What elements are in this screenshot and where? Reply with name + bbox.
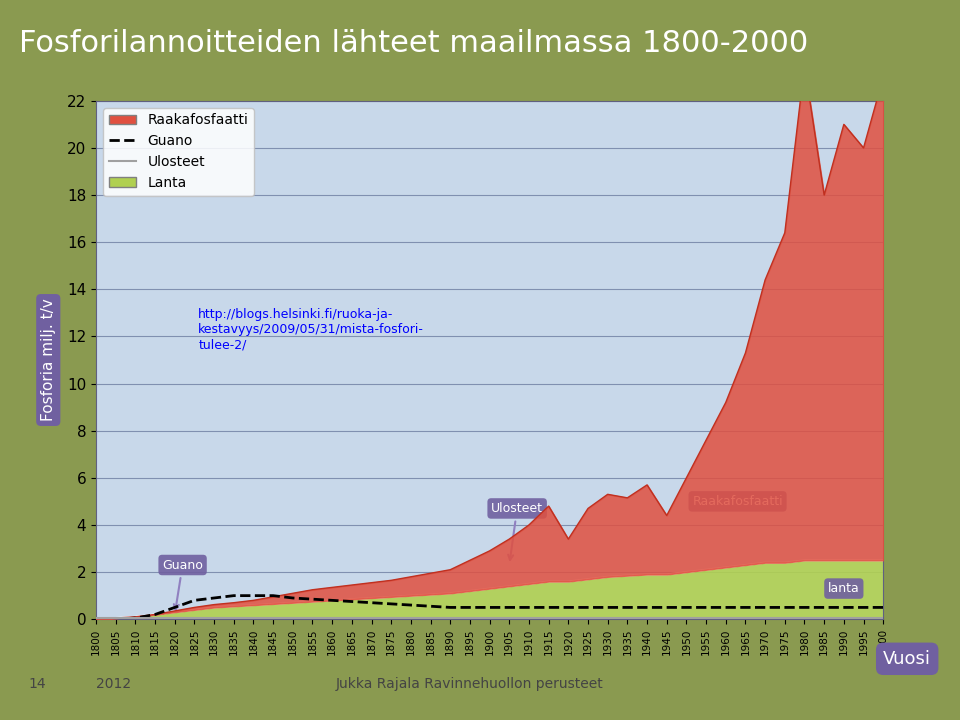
Text: 14: 14 xyxy=(29,677,46,691)
Legend: Raakafosfaatti, Guano, Ulosteet, Lanta: Raakafosfaatti, Guano, Ulosteet, Lanta xyxy=(103,108,253,196)
Text: 2012: 2012 xyxy=(96,677,132,691)
Text: Jukka Rajala Ravinnehuollon perusteet: Jukka Rajala Ravinnehuollon perusteet xyxy=(336,677,604,691)
Text: lanta: lanta xyxy=(828,582,860,595)
Text: Guano: Guano xyxy=(162,559,203,609)
Y-axis label: Fosforia milj. t/v: Fosforia milj. t/v xyxy=(40,299,56,421)
Text: Fosforilannoitteiden lähteet maailmassa 1800-2000: Fosforilannoitteiden lähteet maailmassa … xyxy=(19,29,808,58)
Text: Vuosi: Vuosi xyxy=(883,649,931,668)
Text: Raakafosfaatti: Raakafosfaatti xyxy=(692,495,783,508)
Text: Ulosteet: Ulosteet xyxy=(492,502,543,560)
Text: http://blogs.helsinki.fi/ruoka-ja-
kestavyys/2009/05/31/mista-fosfori-
tulee-2/: http://blogs.helsinki.fi/ruoka-ja- kesta… xyxy=(199,308,424,351)
